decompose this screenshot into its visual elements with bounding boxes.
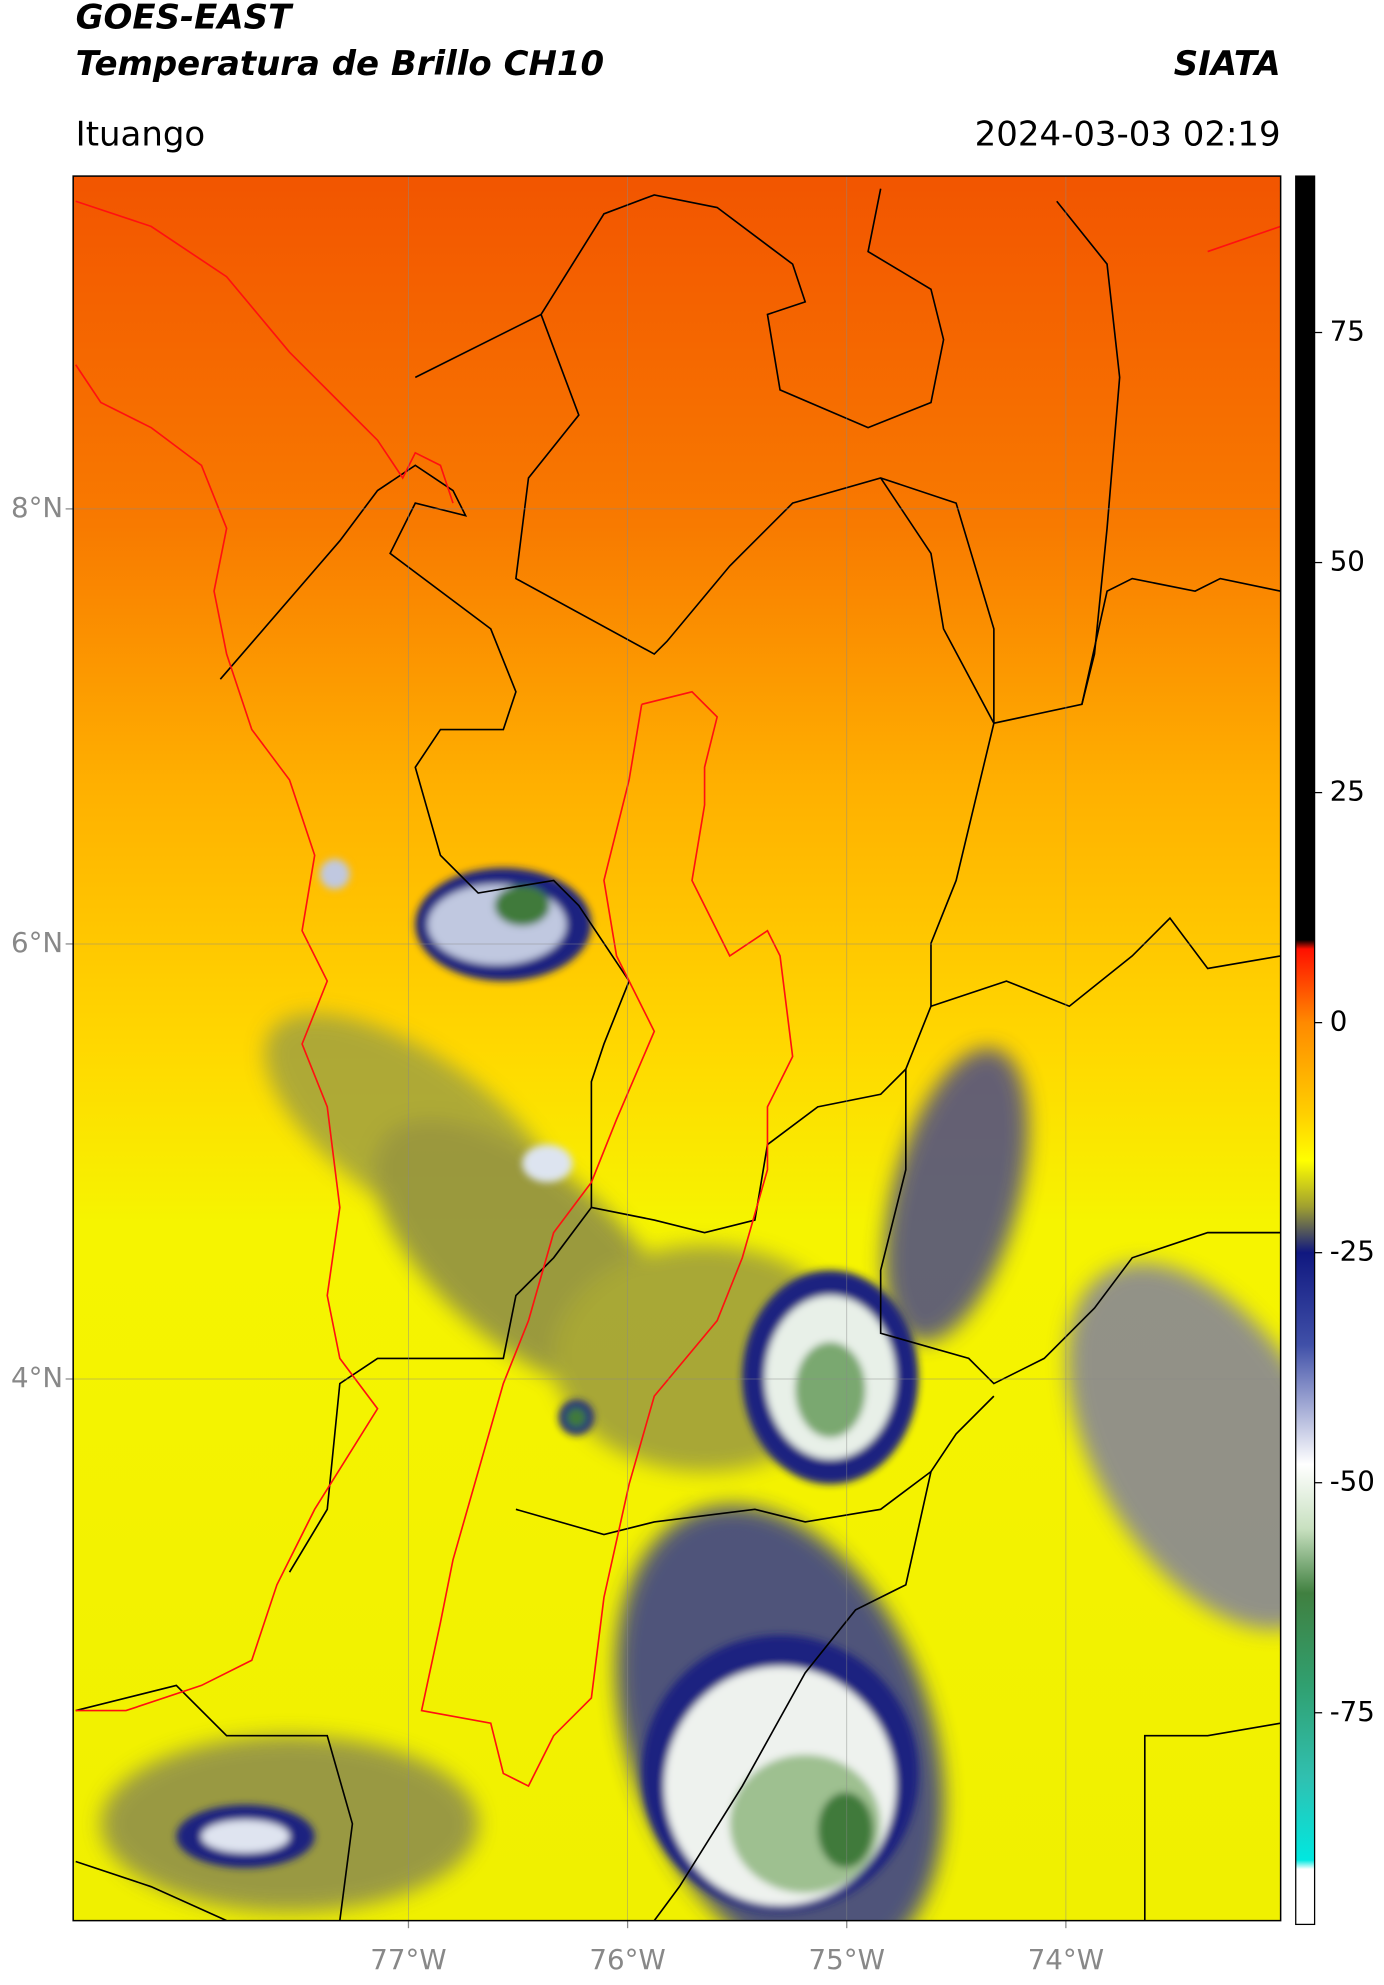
colorbar-tick-label: -25 [1330,1235,1375,1268]
satellite-image [73,176,1281,1921]
region: Ituango [76,114,206,154]
lat-tick-label: 6°N [11,926,63,959]
lat-tick-label: 4°N [11,1361,63,1394]
product: Temperatura de Brillo CH10 [76,44,604,84]
satellite: GOES-EAST [76,0,294,37]
lon-tick-label: 75°W [809,1943,885,1976]
map-frame [72,175,1282,1922]
colorbar-tick-label: 0 [1330,1005,1348,1038]
lon-tick-label: 76°W [589,1943,665,1976]
colorbar-tick-label: -75 [1330,1695,1375,1728]
colorbar-tick-label: -50 [1330,1465,1375,1498]
colorbar: 75 50 25 0 -25 -50 -75 [1295,175,1375,1926]
lon-tick-label: 77°W [370,1943,446,1976]
colorbar-tick-label: 50 [1330,545,1365,578]
lon-tick-label: 74°W [1028,1943,1104,1976]
lat-tick-label: 8°N [11,491,63,524]
colorbar-tick-label: 75 [1330,315,1365,348]
colorbar-fill [1295,175,1316,1926]
agency: SIATA [1174,44,1281,84]
grid: 77°W 76°W 75°W 74°W 8°N 6°N 4°N [11,176,1281,1976]
timestamp: 2024-03-03 02:19 [975,114,1281,154]
colorbar-tick-label: 25 [1330,775,1365,808]
